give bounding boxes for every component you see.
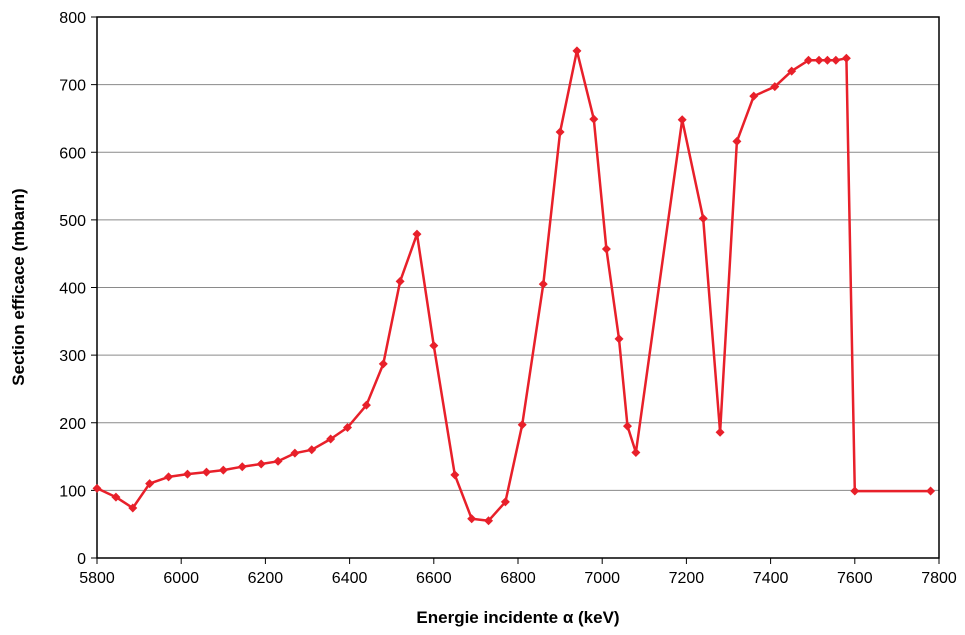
x-tick-label: 7000 — [584, 570, 620, 587]
data-point-marker — [698, 214, 708, 224]
data-point-marker — [589, 114, 599, 124]
data-point-marker — [677, 115, 687, 125]
data-point-marker — [307, 445, 317, 455]
x-tick-label: 6000 — [163, 570, 199, 587]
data-point-marker — [572, 46, 582, 56]
data-point-marker — [290, 448, 300, 458]
data-point-marker — [538, 279, 548, 289]
data-point-marker — [429, 341, 439, 351]
data-point-marker — [555, 127, 565, 137]
data-point-marker — [395, 276, 405, 286]
x-tick-label: 7200 — [669, 570, 705, 587]
data-point-marker — [770, 82, 780, 92]
data-point-marker — [145, 479, 155, 489]
series-line — [92, 46, 936, 526]
x-tick-label: 6400 — [332, 570, 368, 587]
data-point-marker — [128, 503, 138, 513]
x-tick-label: 7400 — [753, 570, 789, 587]
y-tick-label: 800 — [59, 10, 86, 27]
x-tick-label: 5800 — [79, 570, 115, 587]
data-point-marker — [378, 359, 388, 369]
data-point-marker — [850, 486, 860, 496]
data-point-marker — [256, 459, 266, 469]
data-point-marker — [841, 53, 851, 63]
y-axis: 0 100 200 300 400 500 600 700 800 — [59, 10, 97, 568]
y-tick-label: 400 — [59, 281, 86, 298]
y-tick-label: 200 — [59, 416, 86, 433]
x-tick-label: 6800 — [500, 570, 536, 587]
x-axis: 5800 6000 6200 6400 6600 6800 7000 7200 7400 7600… — [79, 558, 957, 587]
y-tick-label: 0 — [77, 551, 86, 568]
x-tick-label: 7600 — [837, 570, 873, 587]
data-point-marker — [273, 456, 283, 466]
data-point-marker — [614, 334, 624, 344]
data-point-marker — [631, 448, 641, 458]
x-axis-title: Energie incidente α (keV) — [416, 608, 619, 627]
data-point-marker — [926, 486, 936, 496]
data-point-marker — [412, 229, 422, 239]
data-point-marker — [342, 422, 352, 432]
series-line-path — [96, 49, 931, 523]
y-tick-label: 600 — [59, 145, 86, 162]
data-point-marker — [111, 492, 121, 502]
data-point-marker — [831, 55, 841, 65]
data-point-marker — [467, 514, 477, 524]
y-tick-label: 100 — [59, 483, 86, 500]
data-point-marker — [183, 469, 193, 479]
y-tick-label: 300 — [59, 348, 86, 365]
data-point-marker — [787, 66, 797, 76]
x-tick-label: 6600 — [416, 570, 452, 587]
y-tick-label: 700 — [59, 78, 86, 95]
data-point-marker — [201, 467, 211, 477]
data-point-marker — [218, 465, 228, 475]
x-tick-label: 7800 — [921, 570, 957, 587]
data-point-marker — [484, 516, 494, 526]
data-point-marker — [732, 136, 742, 146]
data-point-marker — [361, 400, 371, 410]
data-point-marker — [164, 472, 174, 482]
y-tick-label: 500 — [59, 213, 86, 230]
data-point-marker — [517, 420, 527, 430]
x-tick-label: 6200 — [248, 570, 284, 587]
y-axis-title: Section efficace (mbarn) — [9, 188, 28, 385]
data-point-marker — [92, 483, 102, 493]
data-point-marker — [803, 55, 813, 65]
data-point-marker — [500, 497, 510, 507]
data-point-marker — [814, 55, 824, 65]
data-point-marker — [822, 55, 832, 65]
data-point-marker — [237, 462, 247, 472]
data-point-marker — [715, 427, 725, 437]
data-point-marker — [749, 91, 759, 101]
data-point-marker — [601, 244, 611, 254]
data-point-marker — [326, 434, 336, 444]
data-point-marker — [622, 421, 632, 431]
gridlines — [97, 84, 939, 491]
data-point-marker — [450, 470, 460, 480]
